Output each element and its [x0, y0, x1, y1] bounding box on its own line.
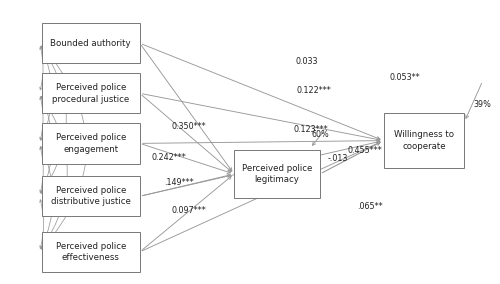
FancyBboxPatch shape [42, 232, 140, 272]
Text: 0.455***: 0.455*** [348, 146, 382, 155]
Text: Perceived police
distributive justice: Perceived police distributive justice [51, 186, 130, 206]
Text: 0.350***: 0.350*** [172, 122, 206, 131]
Text: .065**: .065** [357, 202, 383, 210]
FancyBboxPatch shape [234, 150, 320, 198]
Text: 0.053**: 0.053** [389, 74, 420, 82]
Text: Perceived police
legitimacy: Perceived police legitimacy [242, 164, 312, 184]
Text: 0.242***: 0.242*** [152, 153, 186, 162]
Text: 0.097***: 0.097*** [172, 206, 206, 215]
Text: 39%: 39% [474, 100, 492, 109]
FancyBboxPatch shape [384, 114, 464, 168]
Text: Bounded authority: Bounded authority [50, 39, 131, 48]
Text: 0.122***: 0.122*** [296, 86, 331, 95]
Text: 0.123***: 0.123*** [294, 125, 328, 134]
Text: Perceived police
procedural justice: Perceived police procedural justice [52, 83, 130, 104]
Text: Perceived police
engagement: Perceived police engagement [56, 133, 126, 154]
Text: 60%: 60% [311, 130, 329, 139]
Text: -.013: -.013 [328, 154, 348, 163]
Text: 0.033: 0.033 [295, 57, 318, 66]
FancyBboxPatch shape [42, 73, 140, 114]
Text: Willingness to
cooperate: Willingness to cooperate [394, 130, 454, 151]
Text: Perceived police
effectiveness: Perceived police effectiveness [56, 242, 126, 262]
FancyBboxPatch shape [42, 176, 140, 216]
FancyBboxPatch shape [42, 23, 140, 63]
FancyBboxPatch shape [42, 123, 140, 164]
Text: .149***: .149*** [164, 178, 194, 187]
